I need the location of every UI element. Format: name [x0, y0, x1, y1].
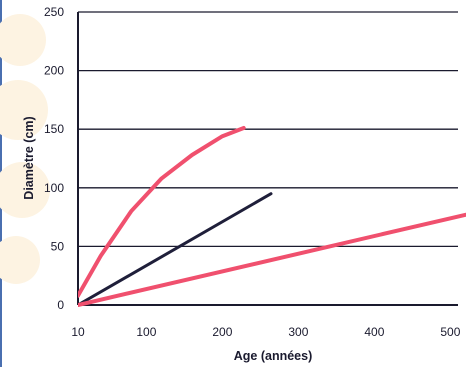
x-tick-label-10: 10: [71, 325, 85, 339]
y-tick-label-200: 200: [44, 64, 64, 78]
series-line-2: [78, 212, 466, 307]
series-line-1: [78, 192, 273, 307]
x-tick-label-100: 100: [136, 325, 156, 339]
x-tick-label-200: 200: [212, 325, 232, 339]
watermark-blob-0: [0, 14, 46, 66]
y-tick-label-150: 150: [44, 122, 64, 136]
x-axis-label: Age (années): [234, 349, 313, 363]
watermark-blob-2: [0, 162, 50, 218]
axes: [77, 12, 458, 306]
x-tick-label-500: 500: [440, 325, 460, 339]
y-tick-label-50: 50: [51, 239, 65, 253]
series-lines: [78, 126, 466, 307]
x-tick-label-400: 400: [364, 325, 384, 339]
watermark-decoration: [0, 14, 50, 284]
series-line-0: [78, 126, 246, 298]
y-axis-label: Diamètre (cm): [22, 116, 36, 199]
y-tick-label-250: 250: [44, 5, 64, 19]
watermark-blob-3: [0, 236, 40, 284]
y-tick-label-100: 100: [44, 181, 64, 195]
watermark-blob-1: [0, 80, 48, 140]
grid-lines: [78, 11, 458, 248]
y-tick-label-0: 0: [57, 298, 64, 312]
x-tick-label-300: 300: [288, 325, 308, 339]
tick-labels: 0 50 100 150 200 250 10 100 200 300 400 500: [44, 5, 461, 339]
